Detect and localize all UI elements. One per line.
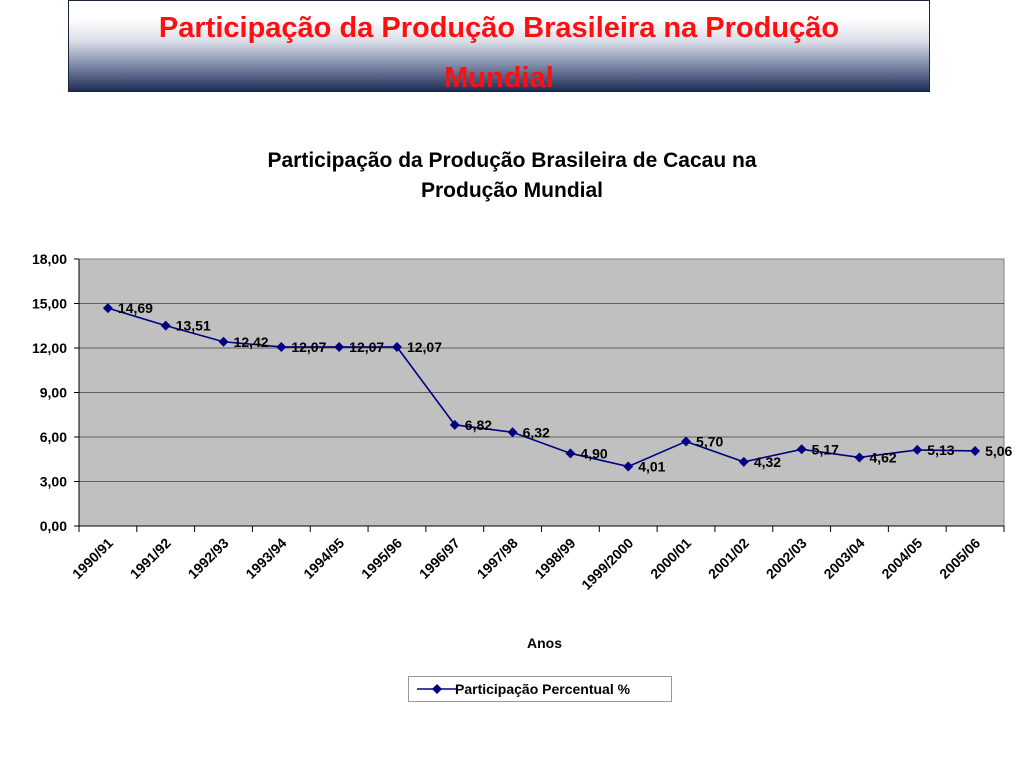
chart-title: Participação da Produção Brasileira de C… bbox=[200, 146, 824, 206]
y-tick-label: 18,00 bbox=[32, 251, 67, 267]
data-point-marker bbox=[507, 427, 518, 438]
data-point-marker bbox=[738, 456, 749, 467]
x-tick-label: 2002/03 bbox=[763, 535, 810, 582]
data-label: 6,32 bbox=[523, 424, 550, 440]
x-tick-label: 1995/96 bbox=[358, 535, 405, 582]
x-tick-label: 1993/94 bbox=[242, 535, 289, 582]
y-tick-label: 6,00 bbox=[40, 429, 67, 445]
data-point-marker bbox=[854, 452, 865, 463]
data-point-marker bbox=[334, 341, 345, 352]
data-label: 5,06 bbox=[985, 443, 1012, 459]
data-label: 4,90 bbox=[580, 445, 607, 461]
x-tick-label: 1990/91 bbox=[69, 535, 116, 582]
data-label: 13,51 bbox=[176, 318, 211, 334]
data-point-marker bbox=[102, 303, 113, 314]
x-tick-label: 1994/95 bbox=[300, 535, 347, 582]
data-point-marker bbox=[218, 336, 229, 347]
title-banner: Participação da Produção Brasileira na P… bbox=[68, 0, 930, 94]
x-tick-label: 2004/05 bbox=[878, 535, 925, 582]
data-label: 12,07 bbox=[349, 339, 384, 355]
data-point-marker bbox=[391, 341, 402, 352]
x-tick-label: 1992/93 bbox=[185, 535, 232, 582]
x-axis-title: Anos bbox=[527, 635, 562, 651]
data-point-marker bbox=[681, 436, 692, 447]
chart-legend: Participação Percentual % bbox=[408, 676, 672, 702]
data-label: 6,82 bbox=[465, 417, 492, 433]
data-label: 12,42 bbox=[234, 334, 269, 350]
data-label: 4,62 bbox=[869, 449, 896, 465]
y-tick-label: 12,00 bbox=[32, 340, 67, 356]
banner-title: Participação da Produção Brasileira na P… bbox=[69, 3, 929, 103]
x-tick-label: 2000/01 bbox=[647, 535, 694, 582]
x-tick-label: 2001/02 bbox=[705, 535, 752, 582]
x-tick-label: 1996/97 bbox=[416, 535, 463, 582]
series-line bbox=[107, 307, 976, 468]
data-point-marker bbox=[565, 448, 576, 459]
data-label: 14,69 bbox=[118, 300, 153, 316]
data-label: 12,07 bbox=[291, 339, 326, 355]
data-point-marker bbox=[796, 444, 807, 455]
banner-title-line1: Participação da Produção Brasileira na P… bbox=[158, 12, 840, 44]
data-point-marker bbox=[912, 444, 923, 455]
legend-series-label: Participação Percentual % bbox=[455, 681, 631, 697]
x-tick-label: 2003/04 bbox=[820, 535, 867, 582]
x-tick-label: 2005/06 bbox=[936, 535, 983, 582]
y-tick-label: 3,00 bbox=[40, 474, 67, 490]
banner-title-line2: Mundial bbox=[444, 62, 554, 94]
data-label: 5,17 bbox=[812, 441, 839, 457]
legend-series-marker bbox=[417, 684, 457, 694]
x-tick-label: 1997/98 bbox=[474, 535, 521, 582]
y-tick-label: 15,00 bbox=[32, 296, 67, 312]
data-point-marker bbox=[449, 419, 460, 430]
x-tick-label: 1998/99 bbox=[531, 535, 578, 582]
x-tick-label: 1999/2000 bbox=[578, 535, 636, 593]
chart-title-line2: Produção Mundial bbox=[420, 179, 603, 202]
data-point-marker bbox=[160, 320, 171, 331]
data-label: 5,70 bbox=[696, 433, 723, 449]
data-label: 12,07 bbox=[407, 339, 442, 355]
data-label: 5,13 bbox=[927, 442, 954, 458]
data-point-marker bbox=[623, 461, 634, 472]
data-label: 4,32 bbox=[754, 454, 781, 470]
y-tick-label: 0,00 bbox=[40, 518, 67, 534]
data-point-marker bbox=[276, 341, 287, 352]
chart-title-line1: Participação da Produção Brasileira de C… bbox=[267, 149, 757, 172]
x-tick-label: 1991/92 bbox=[127, 535, 174, 582]
data-point-marker bbox=[970, 445, 981, 456]
data-label: 4,01 bbox=[638, 459, 665, 475]
y-tick-label: 9,00 bbox=[40, 385, 67, 401]
